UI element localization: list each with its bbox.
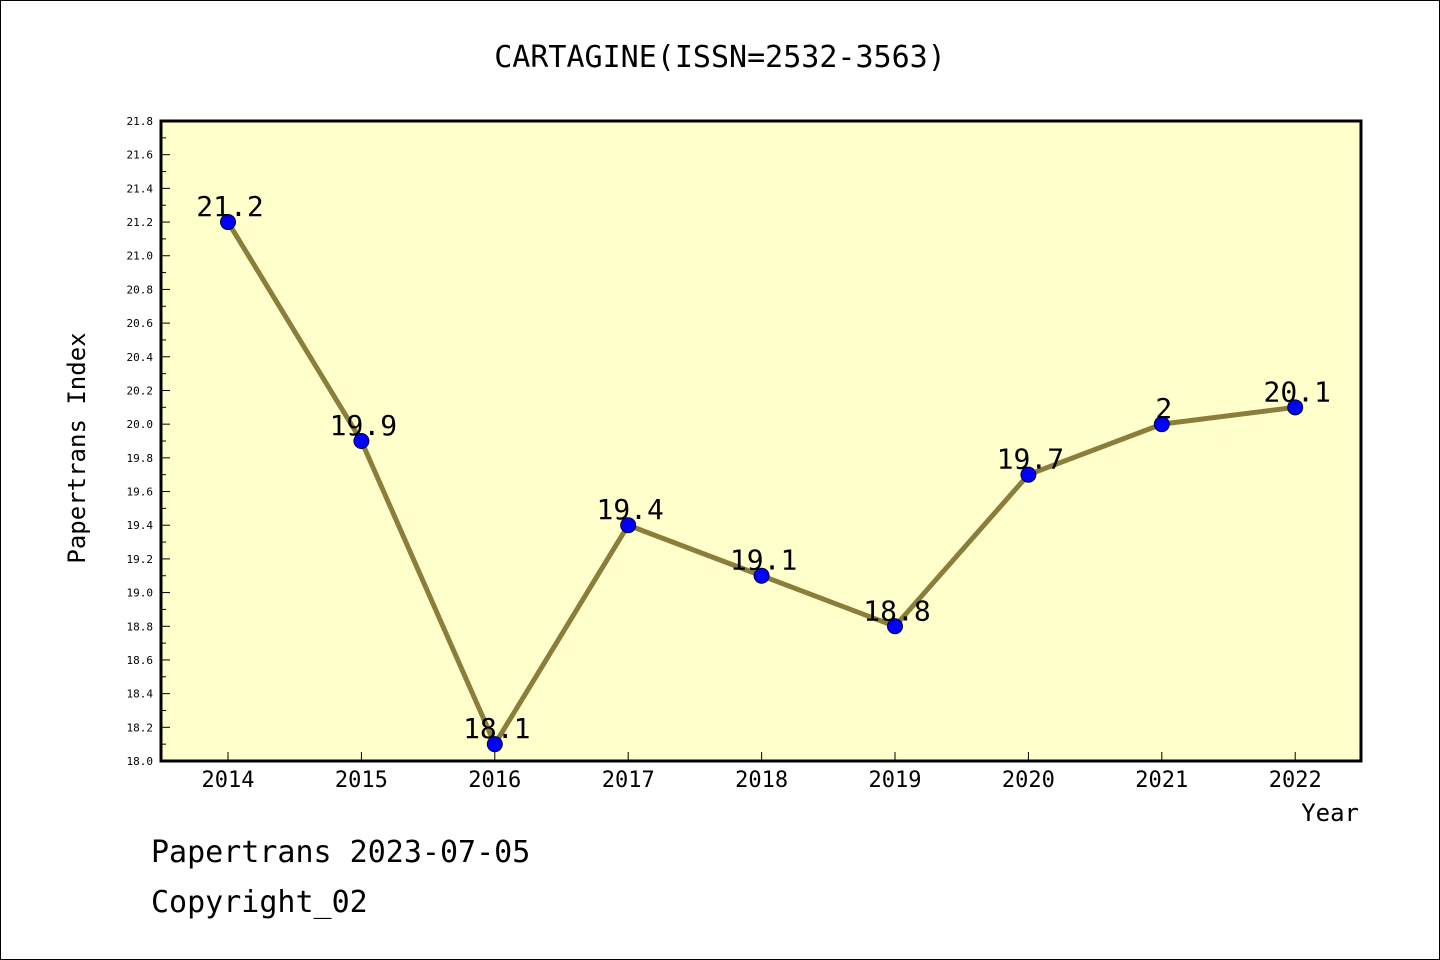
data-point-2018 — [753, 567, 770, 584]
y-tick-label: 21.0 — [127, 250, 154, 263]
data-point-2019 — [887, 618, 903, 635]
data-label-2016: 18.1 — [463, 712, 530, 745]
data-point-2021 — [1153, 416, 1170, 433]
data-label-2022: 20.1 — [1263, 375, 1330, 408]
data-label-2018: 19.1 — [730, 544, 797, 577]
y-tick-label: 18.0 — [127, 755, 154, 768]
x-tick-label: 2014 — [202, 768, 255, 793]
x-tick-label: 2020 — [1002, 768, 1055, 793]
x-axis: 2014 2015 2016 2017 2018 2019 2020 2021 2022 — [202, 752, 1322, 793]
data-label-2015: 19.9 — [330, 409, 397, 442]
data-label-2017: 19.4 — [596, 493, 663, 526]
y-tick-label: 19.0 — [127, 587, 154, 600]
y-tick-label: 18.2 — [127, 721, 154, 734]
data-label-2019: 18.8 — [863, 594, 930, 627]
y-tick-label: 18.6 — [127, 654, 154, 667]
y-tick-label: 19.2 — [127, 553, 154, 566]
footer-copyright: Copyright_02 — [151, 885, 368, 920]
y-tick-label: 21.4 — [127, 182, 154, 195]
y-tick-label: 20.8 — [127, 283, 154, 296]
data-point-2015 — [353, 433, 370, 449]
data-labels: 21.2 19.9 18.1 19.4 19.1 18.8 19.7 2 20.1 — [196, 190, 1331, 745]
y-tick-label: 19.6 — [127, 486, 154, 499]
x-tick-label: 2018 — [735, 768, 788, 793]
x-tick-label: 2017 — [602, 768, 655, 793]
data-label-2020: 19.7 — [997, 443, 1064, 476]
chart-title: CARTAGINE(ISSN=2532-3563) — [494, 40, 946, 75]
data-label-2021: 2 — [1155, 392, 1172, 425]
y-axis-label: Papertrans Index — [63, 332, 91, 563]
footer-date: Papertrans 2023-07-05 — [151, 835, 531, 870]
x-tick-label: 2021 — [1135, 768, 1188, 793]
y-tick-label: 19.8 — [127, 452, 154, 465]
y-tick-label: 19.4 — [127, 519, 154, 532]
y-tick-label: 18.4 — [127, 688, 154, 701]
y-axis: 18.0 18.2 18.4 18.6 18.8 19.0 19.2 19.4 19.6 19.8… — [127, 115, 170, 768]
data-point-2016 — [486, 736, 503, 753]
data-label-2014: 21.2 — [196, 190, 263, 223]
x-axis-label: Year — [1301, 799, 1359, 827]
x-tick-label: 2019 — [869, 768, 922, 793]
y-tick-label: 21.6 — [127, 149, 154, 162]
x-tick-label: 2015 — [335, 768, 388, 793]
data-point-2017 — [620, 517, 637, 534]
data-point-2014 — [220, 214, 236, 231]
y-tick-label: 21.8 — [127, 115, 154, 128]
x-tick-label: 2016 — [468, 768, 521, 793]
y-tick-label: 20.4 — [127, 351, 154, 364]
y-tick-label: 20.0 — [127, 418, 154, 431]
y-tick-label: 20.6 — [127, 317, 154, 330]
data-point-2020 — [1020, 466, 1037, 483]
data-points — [220, 214, 1304, 753]
data-point-2022 — [1287, 399, 1304, 416]
y-tick-label: 21.2 — [127, 216, 154, 229]
y-tick-label: 20.2 — [127, 384, 154, 397]
x-tick-label: 2022 — [1269, 768, 1322, 793]
y-tick-label: 18.8 — [127, 620, 154, 633]
